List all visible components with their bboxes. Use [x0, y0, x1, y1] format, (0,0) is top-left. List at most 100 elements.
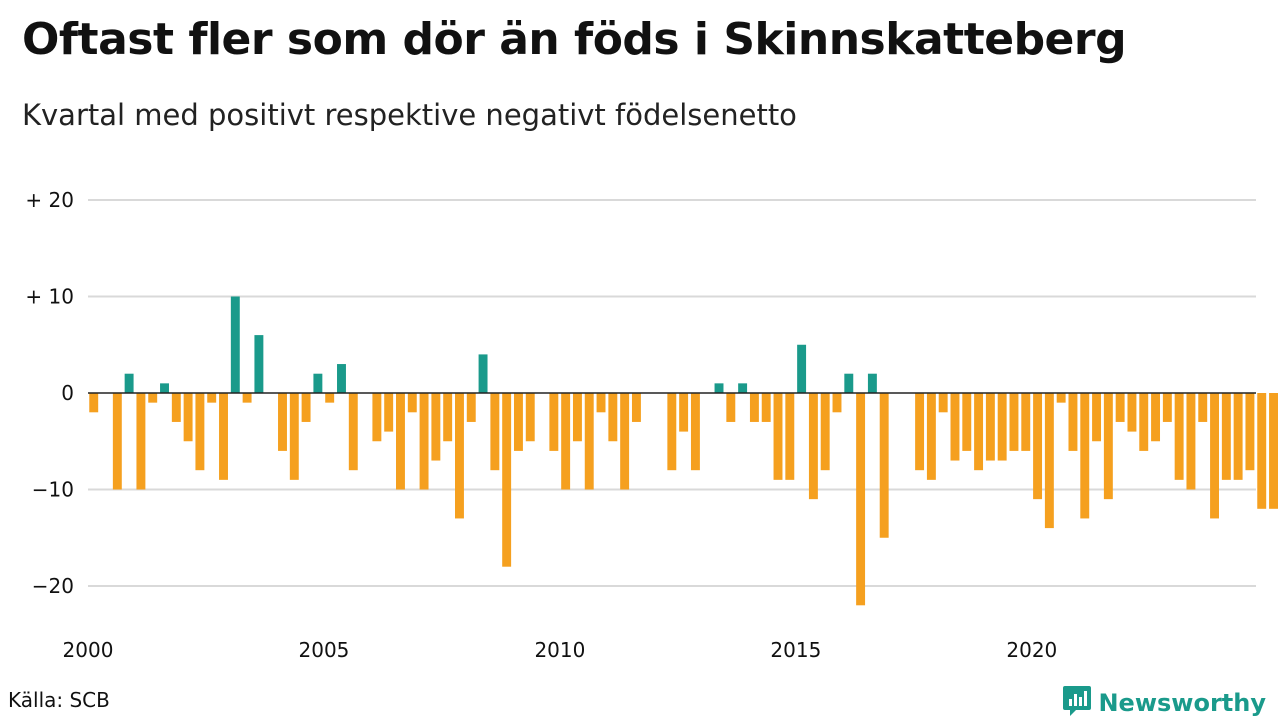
bar: [301, 393, 311, 422]
bar: [466, 393, 476, 422]
bar: [384, 393, 394, 432]
bar: [160, 383, 169, 393]
bar: [502, 393, 512, 567]
bar: [1056, 393, 1066, 403]
bar: [1257, 393, 1267, 509]
bar: [844, 373, 854, 393]
bar: [726, 393, 736, 422]
y-axis-ticks: + 20 + 10 0 −10 −20: [25, 188, 74, 598]
bar: [171, 393, 181, 422]
bar: [348, 393, 358, 471]
bar: [1245, 393, 1255, 471]
bar: [325, 393, 335, 403]
bar: [620, 393, 630, 490]
bar: [313, 373, 323, 393]
bar: [561, 393, 571, 490]
bar: [962, 393, 972, 451]
y-tick-label: 0: [61, 381, 74, 405]
bar: [372, 393, 382, 442]
bar: [1210, 393, 1219, 519]
source-label: Källa: SCB: [8, 688, 110, 712]
bar: [738, 383, 748, 393]
bar: [136, 393, 146, 490]
bar: [797, 344, 807, 393]
bar: [1044, 393, 1054, 529]
bar: [1021, 393, 1031, 451]
bar: [242, 393, 252, 403]
bar: [690, 393, 700, 471]
x-tick-label: 2020: [1006, 638, 1057, 662]
bar: [608, 393, 618, 442]
bar: [867, 373, 877, 393]
bar: [148, 393, 158, 403]
bar: [572, 393, 582, 442]
bar: [219, 393, 228, 480]
bar: [1221, 393, 1231, 480]
bar: [997, 393, 1007, 461]
bar: [1103, 393, 1113, 500]
bar: [915, 393, 925, 471]
bar: [820, 393, 830, 471]
bar: [1174, 393, 1184, 480]
bar: [1233, 393, 1243, 480]
x-axis-ticks: 2000 2005 2010 2015 2020: [63, 638, 1058, 662]
bar: [808, 393, 818, 500]
bar: [1068, 393, 1078, 451]
bar: [549, 393, 559, 451]
bar: [1092, 393, 1102, 442]
bar: [1198, 393, 1208, 422]
gridlines: [88, 199, 1256, 587]
brand-logo[interactable]: Newsworthy: [1062, 684, 1266, 722]
bar: [278, 393, 287, 451]
bar: [938, 393, 948, 413]
bar: [431, 393, 441, 461]
bar: [1033, 393, 1043, 500]
x-tick-label: 2005: [299, 638, 350, 662]
bar: [631, 393, 641, 422]
bar: [679, 393, 689, 432]
bar: [1162, 393, 1172, 422]
bar: [773, 393, 783, 480]
bar: [714, 383, 724, 393]
bar: [1269, 393, 1278, 509]
bar: [749, 393, 759, 422]
bar-chart: + 20 + 10 0 −10 −20 2000 2005 2010 2015 2020: [25, 188, 1278, 662]
y-tick-label: −20: [32, 574, 74, 598]
bar: [974, 393, 984, 471]
chart-title: Oftast fler som dör än föds i Skinnskatt…: [22, 14, 1127, 65]
bar: [1009, 393, 1019, 451]
bar: [195, 393, 205, 471]
bar: [230, 296, 240, 393]
brand-name: Newsworthy: [1098, 689, 1266, 717]
bar: [985, 393, 995, 461]
y-tick-label: −10: [32, 478, 74, 502]
bar: [396, 393, 405, 490]
bar: [207, 393, 217, 403]
bar: [1139, 393, 1149, 451]
bar: [112, 393, 122, 490]
bar: [1080, 393, 1090, 519]
bar: [584, 393, 594, 490]
bar: [761, 393, 771, 422]
x-tick-label: 2000: [63, 638, 114, 662]
y-tick-label: + 10: [25, 285, 74, 309]
bar: [478, 354, 488, 393]
y-tick-label: + 20: [25, 188, 74, 212]
bar: [926, 393, 936, 480]
bar: [832, 393, 842, 413]
x-tick-label: 2015: [770, 638, 821, 662]
bar: [124, 373, 134, 393]
bar: [337, 364, 346, 393]
bar: [667, 393, 677, 471]
bars: [89, 296, 1278, 606]
bar: [419, 393, 429, 490]
bar: [254, 335, 264, 393]
bar: [596, 393, 606, 413]
bar: [1186, 393, 1196, 490]
bar: [1115, 393, 1125, 422]
bar: [525, 393, 535, 442]
chart-subtitle: Kvartal med positivt respektive negativt…: [22, 98, 797, 132]
bar: [856, 393, 866, 606]
bar: [1127, 393, 1137, 432]
bar: [455, 393, 464, 519]
